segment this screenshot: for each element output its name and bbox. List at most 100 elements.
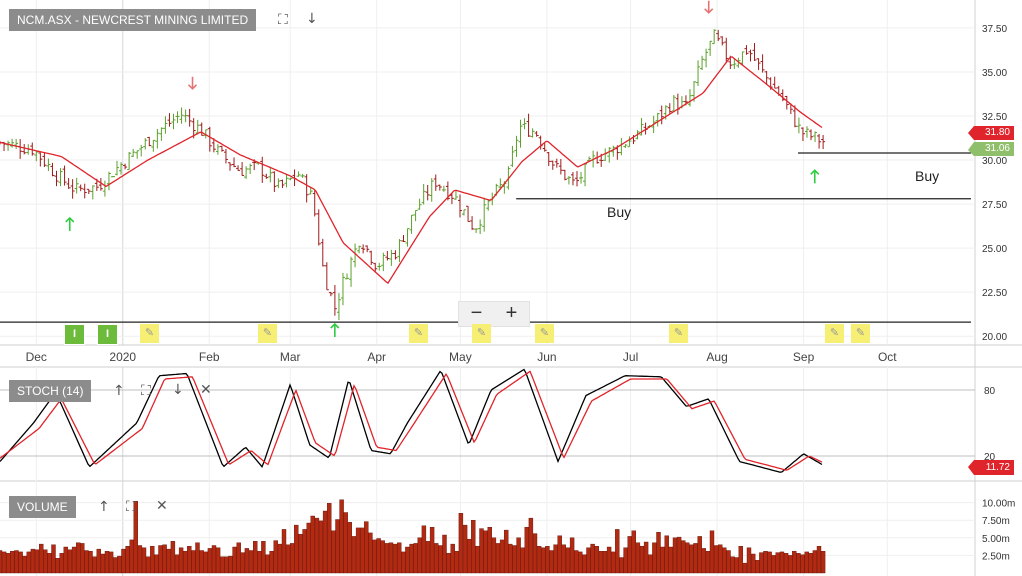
volume-bar <box>586 547 591 574</box>
expand-icon[interactable]: ⛶ <box>126 499 136 515</box>
volume-bar <box>508 543 513 574</box>
volume-bar <box>199 550 204 574</box>
volume-bar <box>67 549 73 574</box>
sell-signal-arrow <box>187 76 198 90</box>
volume-bar <box>421 525 427 574</box>
volume-bar <box>450 543 455 574</box>
price-tick-label: 35.00 <box>982 68 1007 79</box>
price-tick-label: 22.50 <box>982 288 1007 299</box>
candle <box>320 238 325 267</box>
volume-bar <box>808 553 813 574</box>
volume-bar <box>574 550 579 574</box>
volume-bar <box>141 547 147 574</box>
arrow-down-icon[interactable]: ↓ <box>172 382 184 398</box>
volume-bar <box>483 530 488 574</box>
candle <box>570 172 575 186</box>
candle <box>179 107 184 124</box>
candle <box>215 144 220 155</box>
event-marker-news[interactable]: ✎ <box>825 324 844 343</box>
event-marker-news[interactable]: ✎ <box>851 324 870 343</box>
arrow-up-icon[interactable]: ↑ <box>113 383 125 399</box>
volume-bar <box>302 529 307 574</box>
volume-bar <box>524 527 529 574</box>
candle <box>78 184 83 192</box>
volume-bar <box>343 512 348 574</box>
volume-bar <box>96 548 102 574</box>
expand-icon[interactable]: ⛶ <box>141 383 151 399</box>
candle <box>772 76 777 89</box>
candle <box>381 252 386 272</box>
candle <box>466 205 471 222</box>
candle <box>280 179 285 189</box>
x-tick-label: Oct <box>878 350 897 364</box>
candle <box>433 174 438 191</box>
candle <box>219 145 224 152</box>
candle <box>46 158 51 172</box>
volume-bar <box>174 554 180 574</box>
volume-bar <box>438 545 443 574</box>
close-icon[interactable]: ✕ <box>200 382 212 398</box>
volume-bar <box>734 557 739 574</box>
candle <box>474 228 479 234</box>
expand-icon[interactable]: ⛶ <box>278 12 288 28</box>
x-tick-label: Dec <box>26 350 47 364</box>
stoch-tick-label: 80 <box>984 386 996 397</box>
candle <box>357 245 362 254</box>
candle <box>583 163 588 187</box>
candle <box>700 55 705 70</box>
candle <box>369 250 374 266</box>
candle <box>659 105 664 125</box>
volume-bar <box>796 553 801 574</box>
volume-bar <box>578 551 583 574</box>
volume-tick-label: 2.50m <box>982 551 1010 562</box>
volume-bar <box>75 542 81 574</box>
volume-bar <box>331 530 336 574</box>
volume-bar <box>701 548 706 574</box>
event-marker-info[interactable]: I <box>97 324 118 345</box>
volume-bar <box>685 542 690 574</box>
volume-bar <box>290 543 295 574</box>
volume-bar <box>635 542 641 574</box>
candle <box>70 179 75 199</box>
arrow-up-icon[interactable]: ↑ <box>98 499 110 515</box>
volume-bar <box>252 541 258 574</box>
candle <box>159 127 164 141</box>
candle <box>175 111 180 124</box>
volume-bar <box>660 546 665 574</box>
volume-bar <box>582 554 587 574</box>
event-marker-news[interactable]: ✎ <box>669 324 688 343</box>
event-marker-news[interactable]: ✎ <box>472 324 491 343</box>
candle <box>340 272 345 306</box>
candle <box>712 29 717 45</box>
stoch-d-line <box>0 370 823 471</box>
event-marker-news[interactable]: ✎ <box>258 324 277 343</box>
volume-bar <box>755 560 760 574</box>
close-icon[interactable]: ✕ <box>156 498 168 514</box>
volume-bar <box>129 539 134 574</box>
zoom-out-button[interactable]: − <box>470 302 483 324</box>
candle <box>522 118 527 130</box>
candle <box>546 151 551 167</box>
volume-bar <box>615 529 620 574</box>
event-marker-news[interactable]: ✎ <box>535 324 554 343</box>
volume-bar <box>623 547 628 574</box>
candle <box>566 175 571 185</box>
event-marker-news[interactable]: ✎ <box>409 324 428 343</box>
volume-bar <box>376 538 381 574</box>
event-marker-news[interactable]: ✎ <box>140 324 159 343</box>
candle <box>139 144 144 157</box>
price-tick-label: 30.00 <box>982 156 1007 167</box>
volume-bar <box>471 520 476 574</box>
candle <box>135 150 140 159</box>
volume-bar <box>211 545 217 574</box>
event-marker-info[interactable]: I <box>64 324 85 345</box>
zoom-in-button[interactable]: + <box>505 302 518 324</box>
volume-bar <box>446 553 451 574</box>
buy-signal-arrow <box>65 216 75 231</box>
candle <box>123 163 128 170</box>
volume-bar <box>689 544 694 574</box>
arrow-down-icon[interactable]: ↓ <box>306 11 318 27</box>
volume-bar <box>713 545 719 574</box>
volume-bar <box>224 556 229 574</box>
volume-bar <box>166 548 171 574</box>
